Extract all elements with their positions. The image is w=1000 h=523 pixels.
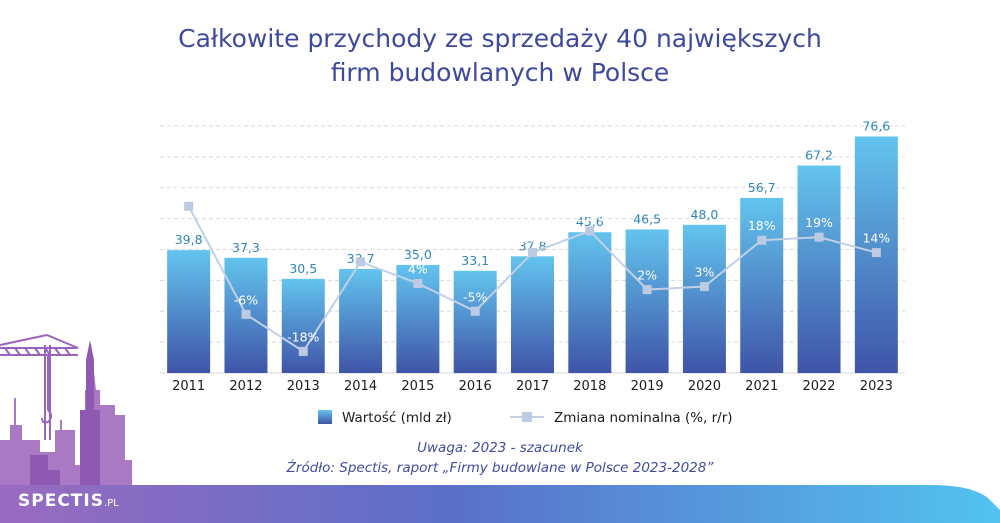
spectis-logo: SPECTIS.PL bbox=[18, 491, 119, 511]
change-marker bbox=[642, 285, 652, 295]
change-label: -5% bbox=[463, 289, 487, 304]
bar-value-label: 56,7 bbox=[748, 180, 776, 195]
x-tick-label: 2023 bbox=[860, 379, 893, 394]
change-label: 14% bbox=[519, 231, 547, 246]
logo-name: SPECTIS bbox=[18, 491, 104, 511]
change-marker bbox=[528, 248, 537, 258]
change-label: 29% bbox=[175, 184, 203, 199]
bar bbox=[625, 229, 669, 373]
legend-line-marker bbox=[522, 412, 532, 422]
logo-suffix: .PL bbox=[103, 498, 119, 509]
bar bbox=[339, 268, 383, 373]
bar-value-label: 30,5 bbox=[289, 261, 317, 276]
bar-value-label: 48,0 bbox=[691, 207, 719, 222]
bar-value-label: 33,1 bbox=[461, 253, 489, 268]
change-label: -6% bbox=[234, 292, 258, 307]
x-tick-label: 2014 bbox=[344, 379, 377, 394]
bar bbox=[740, 197, 784, 373]
change-label: -18% bbox=[287, 329, 319, 344]
x-tick-label: 2019 bbox=[631, 379, 664, 394]
x-tick-label: 2018 bbox=[573, 379, 606, 394]
chart-title: Całkowite przychody ze sprzedaży 40 najw… bbox=[0, 22, 1000, 90]
change-marker bbox=[298, 346, 308, 356]
x-tick-label: 2016 bbox=[459, 379, 492, 394]
bar bbox=[511, 256, 554, 373]
change-label: 2% bbox=[637, 268, 657, 283]
change-label: 3% bbox=[695, 265, 715, 280]
bar-value-label: 35,0 bbox=[404, 247, 432, 262]
x-tick-label: 2015 bbox=[401, 379, 434, 394]
change-marker bbox=[757, 235, 767, 245]
change-label: 4% bbox=[408, 261, 428, 276]
bar-value-labels: 39,837,330,533,735,033,137,845,646,548,0… bbox=[175, 118, 891, 275]
bar-value-label: 76,6 bbox=[862, 118, 890, 133]
x-axis-labels: 2011 2012 2013 2014 2015 2016 2017 2018 2019 2020… bbox=[172, 379, 893, 394]
legend-line-label: Zmiana nominalna (%, r/r) bbox=[554, 410, 733, 426]
footer-band bbox=[0, 485, 1000, 523]
x-tick-label: 2011 bbox=[172, 379, 205, 394]
bar bbox=[797, 165, 841, 373]
change-marker bbox=[871, 248, 881, 258]
change-marker bbox=[814, 232, 824, 242]
change-marker bbox=[356, 257, 366, 267]
bar-value-label: 46,5 bbox=[633, 211, 661, 226]
source-text: Źródło: Spectis, raport „Firmy budowlane… bbox=[286, 460, 714, 476]
change-marker bbox=[184, 201, 194, 211]
note-text: Uwaga: 2023 - szacunek bbox=[417, 440, 583, 456]
change-label: 19% bbox=[805, 215, 833, 230]
change-marker bbox=[241, 309, 251, 319]
legend-bar-label: Wartość (mld zł) bbox=[342, 410, 452, 426]
change-labels: 29% -6% -18% 11% 4% -5% 14% 21% 2% 3% 18% 19% 14% bbox=[175, 184, 891, 344]
chart-title-line2: firm budowlanych w Polsce bbox=[330, 58, 670, 87]
x-tick-label: 2020 bbox=[688, 379, 721, 394]
bar bbox=[453, 270, 497, 373]
bar bbox=[167, 250, 211, 373]
bar-value-label: 37,3 bbox=[232, 240, 260, 255]
change-label: 18% bbox=[748, 218, 776, 233]
change-label: 14% bbox=[862, 231, 890, 246]
bar bbox=[568, 232, 612, 373]
change-markers bbox=[184, 201, 881, 356]
change-marker bbox=[413, 278, 423, 288]
bar-value-label: 45,6 bbox=[576, 214, 604, 229]
bars bbox=[167, 136, 898, 373]
x-tick-label: 2013 bbox=[287, 379, 320, 394]
bar-value-label: 67,2 bbox=[805, 148, 833, 163]
change-marker bbox=[585, 226, 595, 236]
change-marker bbox=[470, 306, 480, 316]
x-tick-label: 2021 bbox=[745, 379, 778, 394]
change-label: 11% bbox=[347, 240, 375, 255]
chart-title-line1: Całkowite przychody ze sprzedaży 40 najw… bbox=[178, 24, 822, 53]
bar-value-label: 39,8 bbox=[175, 232, 203, 247]
bar bbox=[281, 278, 325, 373]
x-tick-label: 2012 bbox=[229, 379, 262, 394]
bar bbox=[682, 224, 726, 373]
change-marker bbox=[699, 282, 709, 292]
change-label: 21% bbox=[576, 209, 604, 224]
x-tick-label: 2017 bbox=[516, 379, 549, 394]
x-tick-label: 2022 bbox=[802, 379, 835, 394]
legend: Wartość (mld zł) Zmiana nominalna (%, r/… bbox=[318, 410, 733, 426]
legend-bar-swatch bbox=[318, 410, 332, 424]
